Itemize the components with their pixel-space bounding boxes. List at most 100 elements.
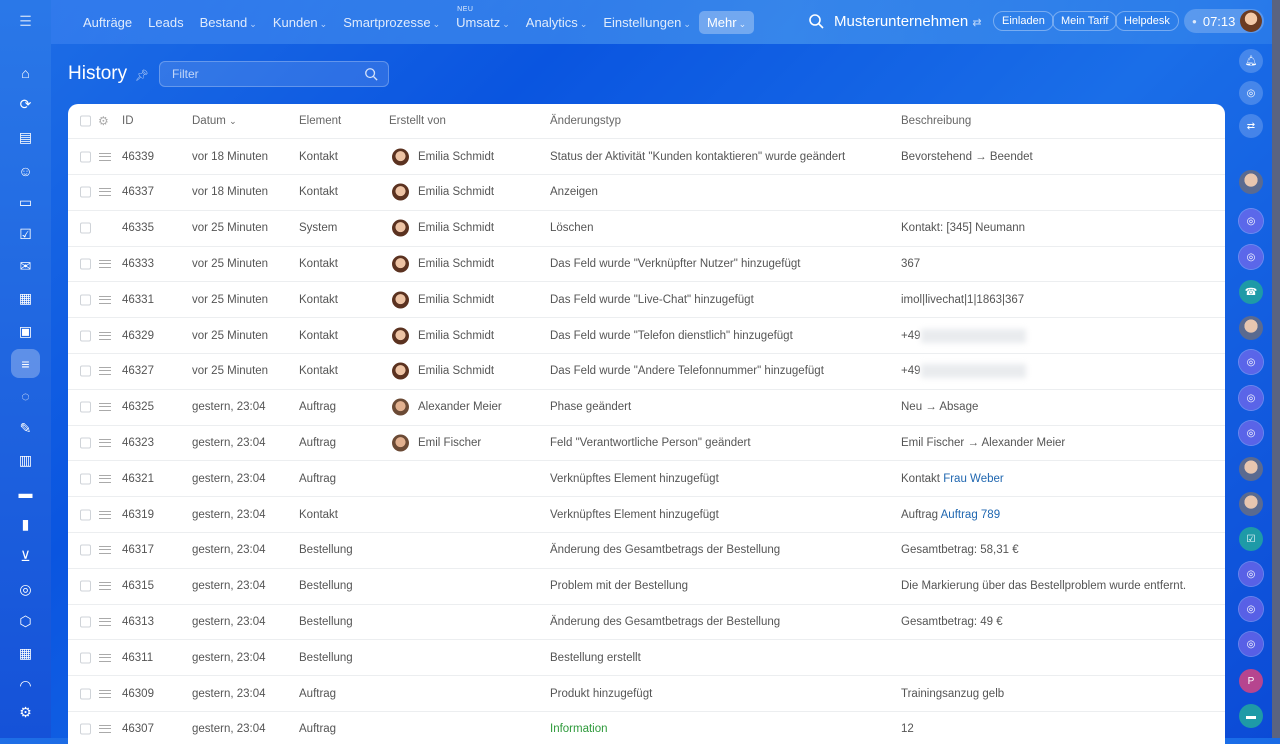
cell-created-by[interactable]: Emilia Schmidt: [418, 257, 495, 270]
row-checkbox[interactable]: [80, 652, 91, 664]
plan-button[interactable]: Mein Tarif: [1052, 11, 1118, 31]
table-row[interactable]: 46317 gestern, 23:04 Bestellung Änderung …: [68, 533, 1225, 569]
openline-icon[interactable]: ◎: [1239, 386, 1263, 410]
documents-icon[interactable]: ▤: [18, 129, 33, 145]
cell-created-by[interactable]: Emilia Schmidt: [418, 329, 495, 342]
goals-icon[interactable]: ◎: [19, 581, 32, 597]
row-checkbox[interactable]: [80, 616, 91, 628]
scheduler-icon[interactable]: ▦: [18, 645, 33, 661]
cell-created-by[interactable]: Emilia Schmidt: [418, 186, 495, 199]
home-icon[interactable]: ⌂: [21, 64, 30, 81]
automation-icon[interactable]: ⟳: [19, 96, 32, 112]
row-checkbox[interactable]: [80, 544, 91, 556]
nav-item-smartprozesse[interactable]: Smartprozesse ⌄: [335, 11, 448, 34]
header-date[interactable]: Datum ⌄: [192, 115, 237, 127]
chat-exchange-icon[interactable]: ⇄: [1239, 114, 1263, 138]
nav-item-umsatz[interactable]: Umsatz ⌄ NEU: [448, 6, 518, 34]
row-checkbox[interactable]: [80, 401, 91, 413]
drag-handle-icon[interactable]: [99, 546, 111, 555]
gear-icon[interactable]: ⚙: [98, 114, 109, 128]
nav-item-mehr[interactable]: Mehr ⌄: [698, 10, 755, 34]
messages-icon[interactable]: ▬: [1239, 704, 1263, 728]
invite-button[interactable]: Einladen: [993, 11, 1054, 31]
row-checkbox[interactable]: [80, 723, 91, 735]
row-checkbox[interactable]: [80, 186, 91, 198]
helpdesk-button[interactable]: Helpdesk: [1115, 11, 1179, 31]
task-icon[interactable]: ☑: [1239, 527, 1263, 551]
table-row[interactable]: 46309 gestern, 23:04 Auftrag Produkt hinz…: [68, 676, 1225, 712]
user-avatar[interactable]: [1240, 10, 1262, 32]
description-link[interactable]: Auftrag 789: [940, 508, 1001, 521]
header-change-type[interactable]: Änderungstyp: [550, 115, 621, 127]
menu-icon[interactable]: ☰: [19, 13, 32, 29]
description-link[interactable]: Frau Weber: [943, 472, 1004, 485]
drag-handle-icon[interactable]: [99, 582, 111, 591]
table-row[interactable]: 46339 vor 18 Minuten Kontakt Emilia Schmi…: [68, 139, 1225, 175]
table-row[interactable]: 46307 gestern, 23:04 Auftrag Information 1…: [68, 712, 1225, 744]
sign-icon[interactable]: ✎: [19, 420, 32, 436]
table-row[interactable]: 46315 gestern, 23:04 Bestellung Problem m…: [68, 569, 1225, 605]
row-checkbox[interactable]: [80, 151, 91, 162]
drag-handle-icon[interactable]: [99, 295, 111, 304]
header-created-by[interactable]: Erstellt von: [389, 115, 446, 127]
table-row[interactable]: 46313 gestern, 23:04 Bestellung Änderung …: [68, 604, 1225, 641]
row-checkbox[interactable]: [80, 473, 91, 485]
row-checkbox[interactable]: [80, 294, 91, 306]
table-row[interactable]: 46331 vor 25 Minuten Kontakt Emilia Schmi…: [68, 282, 1225, 319]
cell-created-by[interactable]: Emilia Schmidt: [418, 365, 495, 378]
table-row[interactable]: 46333 vor 25 Minuten Kontakt Emilia Schmi…: [68, 246, 1225, 283]
table-row[interactable]: 46319 gestern, 23:04 Kontakt Verknüpftes …: [68, 497, 1225, 533]
openline-icon[interactable]: ◎: [1239, 597, 1263, 621]
row-checkbox[interactable]: [80, 258, 91, 270]
avatar[interactable]: [1239, 457, 1263, 481]
table-row[interactable]: 46337 vor 18 Minuten Kontakt Emilia Schmi…: [68, 175, 1225, 211]
copilot-icon[interactable]: ◎: [1239, 81, 1263, 105]
select-all-checkbox[interactable]: [80, 115, 91, 127]
calendar-icon[interactable]: ▦: [18, 290, 33, 306]
store-icon[interactable]: ▥: [18, 452, 33, 468]
table-row[interactable]: 46311 gestern, 23:04 Bestellung Bestellun…: [68, 640, 1225, 677]
filter-input[interactable]: [159, 61, 389, 87]
drag-handle-icon[interactable]: [99, 617, 111, 626]
avatar[interactable]: [1239, 316, 1263, 340]
drag-handle-icon[interactable]: [99, 367, 111, 376]
phone-icon[interactable]: ☎: [1239, 280, 1263, 304]
user-initial-icon[interactable]: P: [1239, 669, 1263, 693]
row-checkbox[interactable]: [80, 330, 91, 341]
row-checkbox[interactable]: [80, 580, 91, 592]
nav-item-analytics[interactable]: Analytics ⌄: [518, 11, 596, 34]
table-row[interactable]: 46329 vor 25 Minuten Kontakt Emilia Schmi…: [68, 318, 1225, 354]
drag-handle-icon[interactable]: [99, 331, 111, 340]
openline-icon[interactable]: ◎: [1239, 562, 1263, 586]
table-row[interactable]: 46327 vor 25 Minuten Kontakt Emilia Schmi…: [68, 354, 1225, 390]
row-checkbox[interactable]: [80, 222, 91, 234]
row-checkbox[interactable]: [80, 688, 91, 699]
table-row[interactable]: 46335 vor 25 Minuten System Emilia Schmid…: [68, 211, 1225, 247]
nav-item-aufträge[interactable]: Aufträge: [75, 11, 140, 34]
table-row[interactable]: 46321 gestern, 23:04 Auftrag Verknüpftes …: [68, 461, 1225, 498]
cell-created-by[interactable]: Emilia Schmidt: [418, 293, 495, 306]
drag-handle-icon[interactable]: [99, 689, 111, 698]
pin-icon[interactable]: 📌︎: [135, 70, 149, 82]
drag-handle-icon[interactable]: [99, 653, 111, 662]
bell-icon[interactable]: 🔔︎: [1239, 49, 1263, 73]
table-row[interactable]: 46325 gestern, 23:04 Auftrag Alexander Me…: [68, 390, 1225, 426]
company-name[interactable]: Musterunternehmen ⇄: [834, 13, 982, 30]
cell-created-by[interactable]: Emilia Schmidt: [418, 150, 495, 163]
openline-icon[interactable]: ◎: [1239, 245, 1263, 269]
nav-item-bestand[interactable]: Bestand ⌄: [192, 11, 265, 34]
header-description[interactable]: Beschreibung: [901, 115, 972, 127]
nav-item-einstellungen[interactable]: Einstellungen ⌄: [595, 11, 699, 34]
header-id[interactable]: ID: [122, 115, 134, 127]
avatar[interactable]: [1239, 170, 1263, 194]
search-icon[interactable]: [364, 67, 378, 81]
cart-icon[interactable]: ⊻: [20, 548, 31, 564]
row-checkbox[interactable]: [80, 509, 91, 520]
avatar[interactable]: [1239, 492, 1263, 516]
more-icon[interactable]: ◠: [19, 677, 32, 693]
openline-icon[interactable]: ◎: [1239, 421, 1263, 445]
inventory-icon[interactable]: ▭: [18, 194, 33, 210]
drag-handle-icon[interactable]: [99, 152, 111, 161]
header-element[interactable]: Element: [299, 115, 342, 127]
row-checkbox[interactable]: [80, 437, 91, 449]
